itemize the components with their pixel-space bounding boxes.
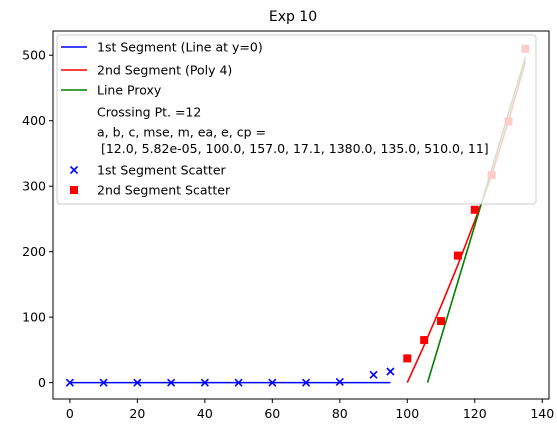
legend-label-4-cont: [12.0, 5.82e-05, 100.0, 157.0, 17.1, 138… (97, 141, 489, 156)
x-marker-4 (200, 378, 209, 387)
y-tick-label-2: 200 (22, 244, 46, 259)
x-marker-6 (268, 378, 277, 387)
legend-label-0: 1st Segment (Line at y=0) (97, 40, 263, 55)
legend-box (56, 34, 537, 205)
x-marker-3 (167, 378, 176, 387)
x-tick-label-1: 20 (129, 406, 145, 421)
legend-label-3: Crossing Pt. =12 (97, 105, 201, 120)
y-tick-label-5: 500 (22, 48, 46, 63)
x-marker-9 (369, 370, 378, 379)
square-marker-2 (437, 317, 446, 326)
x-marker-5 (234, 378, 243, 387)
x-marker-7 (301, 378, 311, 387)
legend-label-5: 1st Segment Scatter (97, 163, 227, 178)
x-axis: 0 20 40 60 80 100 120 140 (66, 399, 554, 421)
chart-title: Exp 10 (269, 9, 317, 25)
x-tick-label-5: 100 (395, 406, 419, 421)
x-marker-10 (386, 367, 395, 376)
x-marker-2 (133, 378, 142, 387)
x-tick-label-4: 80 (332, 406, 348, 421)
square-marker-3 (453, 251, 462, 260)
square-marker-0 (403, 354, 412, 363)
square-marker-1 (420, 336, 429, 345)
legend-label-4: a, b, c, mse, m, ea, e, cp = (97, 125, 266, 140)
plot-markers (65, 44, 530, 387)
legend: 1st Segment (Line at y=0) 2nd Segment (Po… (56, 34, 537, 205)
x-tick-label-3: 60 (264, 406, 280, 421)
x-tick-label-7: 140 (530, 406, 554, 421)
x-tick-label-2: 40 (197, 406, 213, 421)
x-marker-0 (65, 378, 74, 387)
legend-label-1: 2nd Segment (Poly 4) (97, 63, 232, 78)
legend-label-2: Line Proxy (97, 83, 162, 98)
legend-label-6: 2nd Segment Scatter (97, 183, 231, 198)
x-marker-1 (99, 378, 108, 387)
y-tick-label-4: 400 (22, 113, 46, 128)
y-tick-label-0: 0 (38, 375, 46, 390)
y-axis: 0 100 200 300 400 500 (22, 48, 53, 390)
legend-swatch-6 (70, 186, 78, 194)
square-marker-4 (470, 205, 479, 214)
legend-swatch-5 (69, 165, 79, 175)
plot-frame (52, 30, 550, 400)
x-marker-8 (335, 377, 344, 387)
y-tick-label-3: 300 (22, 179, 46, 194)
x-tick-label-6: 120 (463, 406, 487, 421)
y-tick-label-1: 100 (22, 310, 46, 325)
x-tick-label-0: 0 (66, 406, 74, 421)
